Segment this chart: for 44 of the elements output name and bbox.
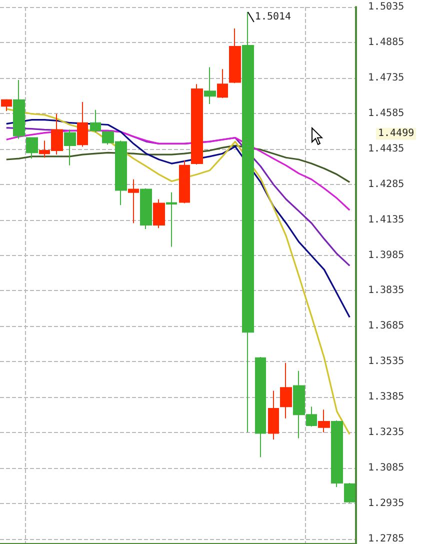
- candlestick: [318, 409, 330, 433]
- candlestick: [344, 482, 355, 504]
- candlestick: [64, 129, 76, 166]
- y-tick-label: 1.3535: [368, 356, 404, 368]
- y-tick-label: 1.4285: [368, 178, 404, 190]
- candlestick: [280, 362, 292, 419]
- line-series: [6, 108, 350, 436]
- y-tick-label: 1.5035: [368, 2, 404, 12]
- line-series: [6, 130, 350, 211]
- y-tick-label: 1.4135: [368, 214, 404, 226]
- candlestick: [13, 80, 25, 140]
- annotation: 1.5014: [254, 11, 292, 22]
- candlestick: [26, 137, 38, 160]
- candlestick: [1, 98, 12, 112]
- candlestick: [229, 28, 241, 84]
- candlestick: [90, 109, 101, 133]
- y-tick-label: 1.4585: [368, 108, 404, 119]
- line-series: [6, 118, 350, 318]
- candlestick: [204, 66, 216, 104]
- candlestick: [217, 68, 228, 99]
- y-tick-label: 1.3235: [368, 427, 404, 438]
- candlestick: [268, 390, 279, 440]
- candlestick: [255, 356, 266, 458]
- candlestick: [331, 420, 343, 488]
- candlestick: [153, 198, 165, 229]
- y-tick-label: 1.3985: [368, 250, 404, 261]
- y-tick-label: 1.2785: [368, 534, 404, 544]
- candlestick: [128, 178, 139, 224]
- candlestick: [179, 160, 190, 204]
- y-tick-label: 1.3835: [368, 285, 404, 296]
- candlestick: [166, 192, 177, 248]
- candlestick: [77, 102, 88, 148]
- candlestick: [242, 11, 254, 433]
- line-series: [6, 144, 350, 184]
- candlestick: [191, 84, 203, 165]
- y-tick-label: 1.3685: [368, 320, 404, 332]
- candlestick: [140, 188, 152, 230]
- y-tick-label: 1.4735: [368, 72, 404, 84]
- y-tick-label: 1.4435: [368, 143, 404, 154]
- y-tick-label: 1.3385: [368, 392, 404, 403]
- y-tick-label: 1.4885: [368, 36, 404, 48]
- y-tick-label: 1.2935: [368, 498, 404, 510]
- y-tick-label: 1.3085: [368, 462, 404, 474]
- text: 1.4499: [378, 128, 414, 140]
